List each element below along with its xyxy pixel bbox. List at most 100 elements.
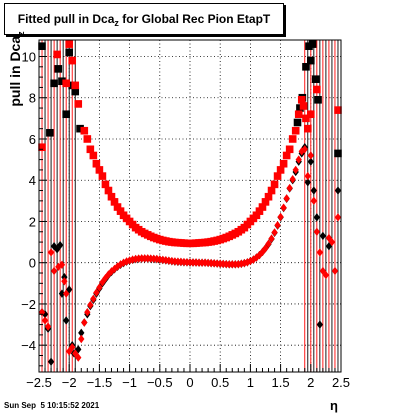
square-marker bbox=[62, 79, 70, 88]
diamond-marker bbox=[310, 186, 317, 195]
square-marker bbox=[308, 40, 317, 48]
square-marker bbox=[62, 110, 70, 119]
diamond-marker bbox=[58, 260, 66, 269]
diamond-marker bbox=[319, 266, 327, 276]
square-marker bbox=[293, 118, 302, 127]
tick-labels: −2.5 −2 −1.5 −1 −0.5 0 0.5 1 1.5 2 2.5 −4 −2 0 2 4 6 8 10 bbox=[21, 49, 350, 390]
y-axis-label-subscript: z bbox=[16, 31, 26, 36]
square-marker bbox=[58, 77, 66, 86]
diamond-marker bbox=[41, 316, 49, 325]
diamond-marker bbox=[75, 345, 82, 354]
square-marker bbox=[46, 128, 54, 137]
diamond-marker bbox=[61, 277, 68, 286]
diamond-marker bbox=[58, 289, 66, 298]
diamond-marker bbox=[283, 194, 290, 203]
y-tick-label: 10 bbox=[22, 49, 36, 64]
square-marker bbox=[273, 172, 282, 180]
x-tick-label: 2.5 bbox=[332, 375, 350, 390]
square-marker bbox=[270, 180, 279, 189]
square-marker bbox=[50, 79, 58, 88]
y-tick-label: 2 bbox=[29, 214, 36, 229]
x-axis-label: η bbox=[330, 398, 338, 413]
diamond-marker bbox=[328, 237, 336, 247]
diamond-marker bbox=[44, 322, 52, 331]
square-marker bbox=[334, 149, 342, 158]
diamond-marker bbox=[262, 244, 269, 253]
diamond-marker bbox=[63, 316, 70, 325]
diamond-marker bbox=[250, 255, 257, 264]
diamond-marker bbox=[313, 227, 320, 236]
diamond-marker bbox=[304, 178, 311, 187]
diamond-marker bbox=[50, 242, 58, 251]
diamond-marker bbox=[78, 334, 85, 344]
square-marker bbox=[54, 65, 63, 73]
square-marker bbox=[89, 151, 98, 160]
y-tick-label: 6 bbox=[29, 132, 36, 147]
diamond-marker bbox=[292, 165, 299, 175]
x-tick-label: 0 bbox=[186, 375, 193, 390]
square-marker bbox=[307, 110, 315, 119]
diamond-marker bbox=[316, 248, 324, 257]
diamond-marker bbox=[310, 196, 317, 206]
diamond-marker bbox=[96, 283, 103, 292]
diamond-marker bbox=[322, 270, 330, 280]
square-marker bbox=[71, 81, 80, 90]
square-marker bbox=[334, 106, 342, 114]
y-tick-label: 0 bbox=[29, 256, 36, 271]
square-marker bbox=[285, 145, 294, 154]
diamond-marker bbox=[129, 255, 136, 264]
square-marker bbox=[311, 75, 320, 83]
diamond-marker bbox=[78, 328, 85, 338]
x-tick-label: −1.5 bbox=[87, 375, 113, 390]
square-marker bbox=[116, 207, 125, 215]
square-marker bbox=[101, 180, 110, 189]
square-marker bbox=[53, 50, 61, 59]
diamond-marker bbox=[286, 183, 293, 193]
diamond-marker bbox=[313, 213, 320, 222]
diamond-marker bbox=[334, 186, 342, 195]
diamond-marker bbox=[268, 234, 275, 243]
x-tick-label: −2.5 bbox=[26, 375, 52, 390]
square-marker bbox=[107, 192, 116, 201]
square-marker bbox=[294, 110, 303, 119]
timestamp: Sun Sep 5 10:15:52 2021 bbox=[4, 401, 100, 410]
square-marker bbox=[291, 126, 300, 135]
y-tick-label: 4 bbox=[29, 173, 36, 188]
chart-title-subscript: z bbox=[114, 18, 119, 28]
square-marker bbox=[110, 198, 119, 206]
diamond-marker bbox=[192, 258, 200, 267]
diamond-marker bbox=[304, 171, 311, 181]
square-marker bbox=[307, 56, 315, 65]
square-marker bbox=[92, 159, 101, 168]
square-marker bbox=[76, 124, 84, 133]
square-marker bbox=[313, 85, 321, 94]
diamond-marker bbox=[316, 320, 324, 329]
diamond-marker bbox=[90, 294, 97, 303]
diamond-marker bbox=[277, 212, 284, 222]
square-marker bbox=[279, 159, 288, 168]
y-axis-label-main: pull in Dca bbox=[7, 35, 23, 107]
diamond-marker bbox=[307, 157, 314, 166]
diamond-marker bbox=[69, 343, 76, 352]
x-tick-label: −0.5 bbox=[147, 375, 173, 390]
diamond-marker bbox=[274, 220, 281, 230]
diamond-marker bbox=[47, 248, 55, 257]
square-marker bbox=[83, 135, 92, 143]
diamond-marker bbox=[84, 307, 91, 317]
square-marker bbox=[303, 124, 312, 133]
x-tick-label: 0.5 bbox=[211, 375, 229, 390]
diamond-marker bbox=[271, 228, 278, 237]
square-marker bbox=[65, 48, 73, 57]
diamond-marker bbox=[63, 289, 70, 298]
square-marker bbox=[95, 166, 104, 174]
square-marker bbox=[299, 102, 308, 110]
diamond-marker bbox=[56, 240, 64, 250]
square-marker bbox=[302, 114, 310, 123]
square-marker bbox=[255, 207, 264, 215]
chart-title-main: Fitted pull in Dca bbox=[17, 12, 115, 26]
square-marker bbox=[74, 100, 83, 108]
square-marker bbox=[288, 135, 297, 143]
y-tick-label: −2 bbox=[21, 297, 36, 312]
square-marker bbox=[264, 192, 273, 201]
